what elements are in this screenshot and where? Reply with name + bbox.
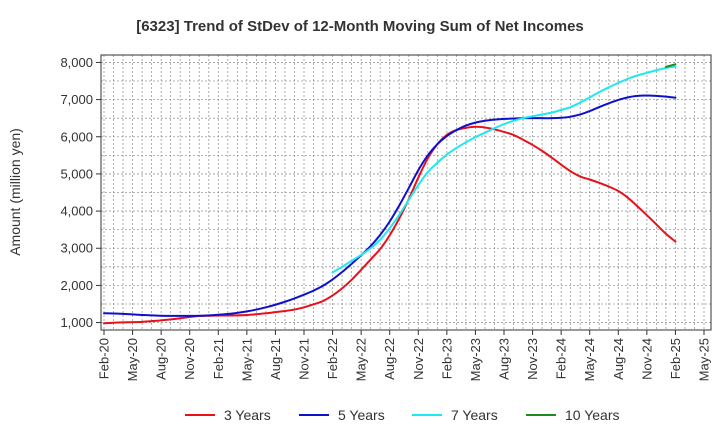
legend-item-3-years: 3 Years	[185, 407, 271, 423]
x-tick-label: Nov-20	[182, 338, 197, 380]
x-tick-label: Feb-25	[668, 338, 683, 379]
x-tick-label: May-25	[697, 338, 712, 381]
x-axis: Feb-20 May-20 Aug-20 Nov-20 Feb-21 May-21 Aug-…	[97, 330, 712, 381]
legend-item-10-years: 10 Years	[526, 407, 620, 423]
x-tick-label: Nov-23	[525, 338, 540, 380]
y-tick-label: 4,000	[60, 204, 93, 219]
legend-item-5-years: 5 Years	[299, 407, 385, 423]
x-tick-label: Aug-24	[611, 338, 626, 380]
x-tick-label: Feb-22	[325, 338, 340, 379]
y-tick-label: 1,000	[60, 315, 93, 330]
legend-label: 7 Years	[451, 407, 498, 423]
legend-label: 5 Years	[338, 407, 385, 423]
legend-label: 10 Years	[565, 407, 620, 423]
chart-title: [6323] Trend of StDev of 12-Month Moving…	[136, 18, 584, 35]
y-tick-label: 3,000	[60, 241, 93, 256]
x-tick-label: Feb-24	[554, 338, 569, 379]
y-tick-label: 2,000	[60, 278, 93, 293]
x-tick-label: Feb-20	[97, 338, 112, 379]
y-tick-label: 6,000	[60, 129, 93, 144]
x-tick-label: Aug-21	[268, 338, 283, 380]
x-tick-label: May-20	[125, 338, 140, 381]
x-tick-label: Nov-21	[297, 338, 312, 380]
x-tick-label: May-23	[468, 338, 483, 381]
x-tick-label: May-24	[582, 338, 597, 381]
x-tick-label: Aug-22	[382, 338, 397, 380]
y-tick-label: 8,000	[60, 55, 93, 70]
series-line-5-years	[103, 94, 677, 317]
y-axis: 1,000 2,000 3,000 4,000 5,000 6,000 7,000 8,000	[60, 55, 101, 330]
x-tick-label: Feb-21	[211, 338, 226, 379]
x-tick-label: Nov-22	[411, 338, 426, 380]
x-tick-label: Nov-24	[639, 338, 654, 380]
x-tick-label: Aug-20	[154, 338, 169, 380]
x-tick-label: Feb-23	[439, 338, 454, 379]
x-tick-label: Aug-23	[497, 338, 512, 380]
legend-item-7-years: 7 Years	[412, 407, 498, 423]
legend-label: 3 Years	[224, 407, 271, 423]
plot-frame	[100, 54, 712, 331]
legend: 3 Years 5 Years 7 Years 10 Years	[185, 407, 620, 423]
y-tick-label: 7,000	[60, 92, 93, 107]
y-axis-label: Amount (million yen)	[7, 128, 23, 256]
series-line-7-years	[331, 65, 677, 274]
gridlines	[101, 55, 711, 330]
x-tick-label: May-22	[354, 338, 369, 381]
x-tick-label: May-21	[239, 338, 254, 381]
series-lines	[103, 63, 677, 325]
y-tick-label: 5,000	[60, 166, 93, 181]
series-line-10-years	[664, 63, 677, 68]
